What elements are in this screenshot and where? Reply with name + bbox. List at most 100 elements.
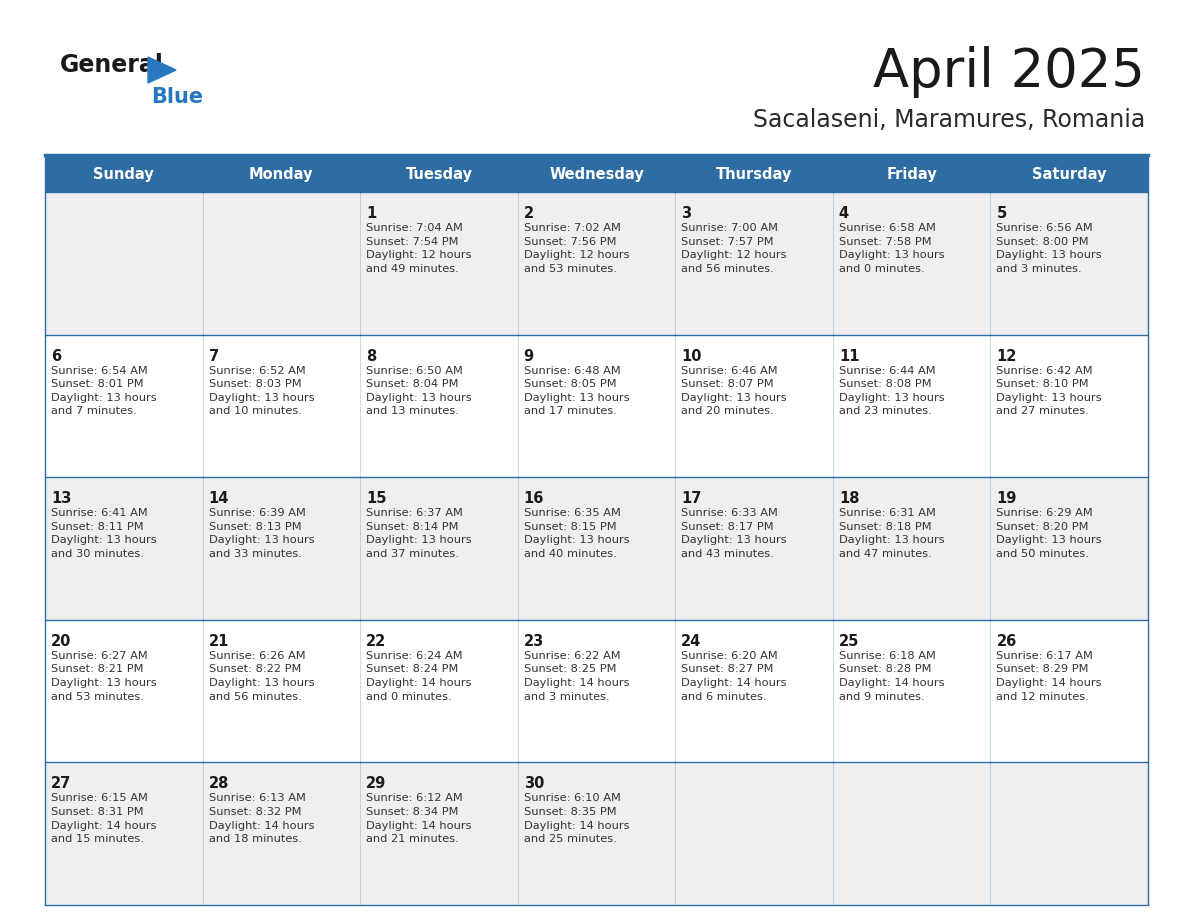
Bar (203, 192, 360, 334)
Text: Sunrise: 6:39 AM
Sunset: 8:13 PM
Daylight: 13 hours
and 33 minutes.: Sunrise: 6:39 AM Sunset: 8:13 PM Dayligh… (209, 509, 314, 559)
Bar (360, 620, 518, 763)
Text: 12: 12 (997, 349, 1017, 364)
Bar (518, 763, 675, 905)
Text: Sunrise: 6:24 AM
Sunset: 8:24 PM
Daylight: 14 hours
and 0 minutes.: Sunrise: 6:24 AM Sunset: 8:24 PM Dayligh… (366, 651, 472, 701)
Bar (203, 763, 360, 905)
Text: 30: 30 (524, 777, 544, 791)
Bar (203, 620, 360, 763)
Bar (991, 763, 1148, 905)
Text: Thursday: Thursday (716, 167, 792, 182)
Bar (833, 192, 991, 334)
Text: 13: 13 (51, 491, 71, 506)
Bar (45, 192, 203, 334)
Bar (833, 763, 991, 905)
Text: 14: 14 (209, 491, 229, 506)
Text: 27: 27 (51, 777, 71, 791)
Text: Sunrise: 7:00 AM
Sunset: 7:57 PM
Daylight: 12 hours
and 56 minutes.: Sunrise: 7:00 AM Sunset: 7:57 PM Dayligh… (681, 223, 786, 274)
Text: Sunrise: 6:58 AM
Sunset: 7:58 PM
Daylight: 13 hours
and 0 minutes.: Sunrise: 6:58 AM Sunset: 7:58 PM Dayligh… (839, 223, 944, 274)
Text: Sunrise: 6:33 AM
Sunset: 8:17 PM
Daylight: 13 hours
and 43 minutes.: Sunrise: 6:33 AM Sunset: 8:17 PM Dayligh… (681, 509, 786, 559)
Text: Sunrise: 6:29 AM
Sunset: 8:20 PM
Daylight: 13 hours
and 50 minutes.: Sunrise: 6:29 AM Sunset: 8:20 PM Dayligh… (997, 509, 1102, 559)
Bar (833, 334, 991, 477)
Text: 8: 8 (366, 349, 377, 364)
Bar (360, 334, 518, 477)
Text: Sunrise: 6:46 AM
Sunset: 8:07 PM
Daylight: 13 hours
and 20 minutes.: Sunrise: 6:46 AM Sunset: 8:07 PM Dayligh… (681, 365, 786, 417)
Bar (833, 620, 991, 763)
Bar (518, 620, 675, 763)
Text: 10: 10 (681, 349, 702, 364)
Text: Sunrise: 6:17 AM
Sunset: 8:29 PM
Daylight: 14 hours
and 12 minutes.: Sunrise: 6:17 AM Sunset: 8:29 PM Dayligh… (997, 651, 1102, 701)
Text: Sunrise: 6:10 AM
Sunset: 8:35 PM
Daylight: 14 hours
and 25 minutes.: Sunrise: 6:10 AM Sunset: 8:35 PM Dayligh… (524, 793, 630, 845)
Text: 29: 29 (366, 777, 386, 791)
Text: Sunrise: 6:31 AM
Sunset: 8:18 PM
Daylight: 13 hours
and 47 minutes.: Sunrise: 6:31 AM Sunset: 8:18 PM Dayligh… (839, 509, 944, 559)
Text: Sunrise: 6:42 AM
Sunset: 8:10 PM
Daylight: 13 hours
and 27 minutes.: Sunrise: 6:42 AM Sunset: 8:10 PM Dayligh… (997, 365, 1102, 417)
Text: 17: 17 (681, 491, 702, 506)
Text: Sacalaseni, Maramures, Romania: Sacalaseni, Maramures, Romania (753, 108, 1145, 132)
Text: Sunrise: 6:27 AM
Sunset: 8:21 PM
Daylight: 13 hours
and 53 minutes.: Sunrise: 6:27 AM Sunset: 8:21 PM Dayligh… (51, 651, 157, 701)
Text: 9: 9 (524, 349, 533, 364)
Text: Sunday: Sunday (94, 167, 154, 182)
Bar (991, 620, 1148, 763)
Bar (991, 477, 1148, 620)
Text: 24: 24 (681, 633, 702, 649)
Text: Sunrise: 6:52 AM
Sunset: 8:03 PM
Daylight: 13 hours
and 10 minutes.: Sunrise: 6:52 AM Sunset: 8:03 PM Dayligh… (209, 365, 314, 417)
Bar (360, 763, 518, 905)
Bar (991, 157, 1148, 192)
Polygon shape (148, 57, 176, 83)
Bar (203, 334, 360, 477)
Text: 20: 20 (51, 633, 71, 649)
Text: 25: 25 (839, 633, 859, 649)
Text: 16: 16 (524, 491, 544, 506)
Bar (203, 157, 360, 192)
Text: Tuesday: Tuesday (405, 167, 473, 182)
Text: 15: 15 (366, 491, 386, 506)
Bar (518, 477, 675, 620)
Text: Sunrise: 6:48 AM
Sunset: 8:05 PM
Daylight: 13 hours
and 17 minutes.: Sunrise: 6:48 AM Sunset: 8:05 PM Dayligh… (524, 365, 630, 417)
Text: Sunrise: 6:56 AM
Sunset: 8:00 PM
Daylight: 13 hours
and 3 minutes.: Sunrise: 6:56 AM Sunset: 8:00 PM Dayligh… (997, 223, 1102, 274)
Text: 11: 11 (839, 349, 859, 364)
Text: 7: 7 (209, 349, 219, 364)
Text: 21: 21 (209, 633, 229, 649)
Text: Sunrise: 7:04 AM
Sunset: 7:54 PM
Daylight: 12 hours
and 49 minutes.: Sunrise: 7:04 AM Sunset: 7:54 PM Dayligh… (366, 223, 472, 274)
Text: April 2025: April 2025 (873, 46, 1145, 98)
Bar (360, 157, 518, 192)
Bar (675, 477, 833, 620)
Text: Wednesday: Wednesday (549, 167, 644, 182)
Text: Sunrise: 6:41 AM
Sunset: 8:11 PM
Daylight: 13 hours
and 30 minutes.: Sunrise: 6:41 AM Sunset: 8:11 PM Dayligh… (51, 509, 157, 559)
Bar (675, 192, 833, 334)
Text: 5: 5 (997, 206, 1006, 221)
Text: 22: 22 (366, 633, 386, 649)
Text: Sunrise: 6:15 AM
Sunset: 8:31 PM
Daylight: 14 hours
and 15 minutes.: Sunrise: 6:15 AM Sunset: 8:31 PM Dayligh… (51, 793, 157, 845)
Text: 1: 1 (366, 206, 377, 221)
Text: Sunrise: 6:13 AM
Sunset: 8:32 PM
Daylight: 14 hours
and 18 minutes.: Sunrise: 6:13 AM Sunset: 8:32 PM Dayligh… (209, 793, 314, 845)
Text: Sunrise: 6:22 AM
Sunset: 8:25 PM
Daylight: 14 hours
and 3 minutes.: Sunrise: 6:22 AM Sunset: 8:25 PM Dayligh… (524, 651, 630, 701)
Text: Sunrise: 6:50 AM
Sunset: 8:04 PM
Daylight: 13 hours
and 13 minutes.: Sunrise: 6:50 AM Sunset: 8:04 PM Dayligh… (366, 365, 472, 417)
Bar (991, 334, 1148, 477)
Bar (360, 477, 518, 620)
Text: 19: 19 (997, 491, 1017, 506)
Bar (45, 334, 203, 477)
Text: Sunrise: 6:54 AM
Sunset: 8:01 PM
Daylight: 13 hours
and 7 minutes.: Sunrise: 6:54 AM Sunset: 8:01 PM Dayligh… (51, 365, 157, 417)
Bar (45, 157, 203, 192)
Text: Sunrise: 6:37 AM
Sunset: 8:14 PM
Daylight: 13 hours
and 37 minutes.: Sunrise: 6:37 AM Sunset: 8:14 PM Dayligh… (366, 509, 472, 559)
Text: Sunrise: 6:18 AM
Sunset: 8:28 PM
Daylight: 14 hours
and 9 minutes.: Sunrise: 6:18 AM Sunset: 8:28 PM Dayligh… (839, 651, 944, 701)
Text: Sunrise: 6:35 AM
Sunset: 8:15 PM
Daylight: 13 hours
and 40 minutes.: Sunrise: 6:35 AM Sunset: 8:15 PM Dayligh… (524, 509, 630, 559)
Text: Friday: Friday (886, 167, 937, 182)
Text: General: General (61, 53, 164, 77)
Text: Saturday: Saturday (1032, 167, 1106, 182)
Bar (833, 157, 991, 192)
Text: 28: 28 (209, 777, 229, 791)
Text: 6: 6 (51, 349, 61, 364)
Text: Blue: Blue (151, 87, 203, 107)
Bar (675, 334, 833, 477)
Bar (518, 334, 675, 477)
Bar (833, 477, 991, 620)
Text: 2: 2 (524, 206, 533, 221)
Text: Sunrise: 6:26 AM
Sunset: 8:22 PM
Daylight: 13 hours
and 56 minutes.: Sunrise: 6:26 AM Sunset: 8:22 PM Dayligh… (209, 651, 314, 701)
Bar (675, 620, 833, 763)
Bar (518, 192, 675, 334)
Bar (518, 157, 675, 192)
Text: 23: 23 (524, 633, 544, 649)
Text: 4: 4 (839, 206, 849, 221)
Text: Sunrise: 6:44 AM
Sunset: 8:08 PM
Daylight: 13 hours
and 23 minutes.: Sunrise: 6:44 AM Sunset: 8:08 PM Dayligh… (839, 365, 944, 417)
Bar (45, 620, 203, 763)
